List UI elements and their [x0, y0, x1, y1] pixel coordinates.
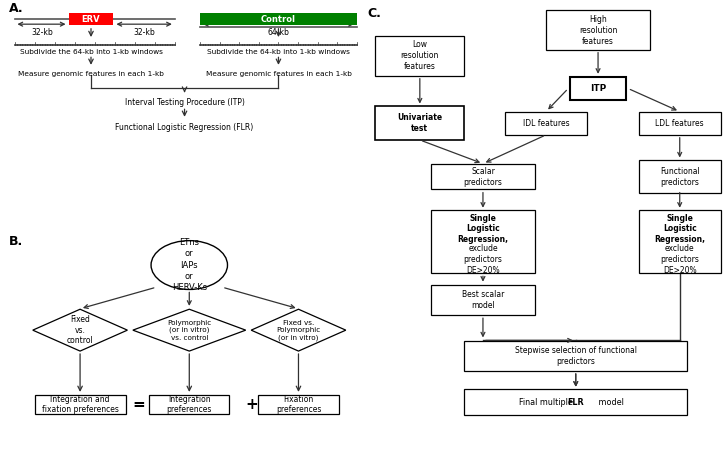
FancyBboxPatch shape	[464, 389, 687, 415]
Text: 64-kb: 64-kb	[267, 28, 290, 37]
Text: ITP: ITP	[590, 84, 606, 93]
FancyBboxPatch shape	[69, 13, 113, 26]
FancyBboxPatch shape	[376, 106, 464, 140]
Text: Subdivide the 64-kb into 1-kb windows: Subdivide the 64-kb into 1-kb windows	[20, 49, 162, 55]
FancyBboxPatch shape	[505, 112, 587, 135]
Text: IDL features: IDL features	[523, 119, 569, 128]
FancyBboxPatch shape	[546, 11, 650, 50]
Text: exclude
predictors
DE>20%: exclude predictors DE>20%	[464, 244, 502, 275]
FancyBboxPatch shape	[200, 13, 357, 26]
Text: Single
Logistic
Regression,: Single Logistic Regression,	[457, 213, 508, 244]
Text: =: =	[132, 397, 146, 412]
FancyBboxPatch shape	[149, 395, 229, 414]
Text: Stepwise selection of functional
predictors: Stepwise selection of functional predict…	[515, 345, 637, 366]
Polygon shape	[33, 309, 127, 351]
Text: Subdivide the 64-kb into 1-kb windows: Subdivide the 64-kb into 1-kb windows	[207, 49, 350, 55]
Text: Fixed vs.
Polymorphic
(or in vitro): Fixed vs. Polymorphic (or in vitro)	[277, 319, 320, 341]
Text: exclude
predictors
DE>20%: exclude predictors DE>20%	[660, 244, 699, 275]
Text: 32-kb: 32-kb	[31, 28, 52, 37]
Text: Interval Testing Procedure (ITP): Interval Testing Procedure (ITP)	[124, 99, 245, 107]
Text: Final multiple: Final multiple	[519, 398, 576, 407]
FancyBboxPatch shape	[35, 395, 126, 414]
Polygon shape	[251, 309, 346, 351]
Text: Control: Control	[261, 15, 296, 24]
Text: FLR: FLR	[567, 398, 584, 407]
FancyBboxPatch shape	[431, 210, 535, 273]
Circle shape	[151, 241, 228, 289]
Polygon shape	[133, 309, 246, 351]
Text: Low
resolution
features: Low resolution features	[400, 40, 439, 72]
Text: Polymorphic
(or in vitro)
vs. control: Polymorphic (or in vitro) vs. control	[167, 319, 211, 341]
FancyBboxPatch shape	[639, 112, 721, 135]
Text: Scalar
predictors: Scalar predictors	[464, 166, 502, 187]
Text: Measure genomic features in each 1-kb: Measure genomic features in each 1-kb	[18, 71, 164, 77]
Text: Univariate
test: Univariate test	[397, 113, 443, 133]
Text: Functional
predictors: Functional predictors	[660, 166, 700, 187]
FancyBboxPatch shape	[258, 395, 339, 414]
FancyBboxPatch shape	[464, 340, 687, 371]
FancyBboxPatch shape	[376, 36, 464, 76]
Text: Fixation
preferences: Fixation preferences	[276, 395, 321, 414]
Text: Best scalar
model: Best scalar model	[462, 290, 505, 310]
Text: High
resolution
features: High resolution features	[579, 14, 617, 46]
Text: Single
Logistic
Regression,: Single Logistic Regression,	[654, 213, 705, 244]
Text: ETns
or
IAPs
or
HERV-Ks: ETns or IAPs or HERV-Ks	[172, 239, 207, 292]
FancyBboxPatch shape	[639, 160, 721, 193]
Text: 32-kb: 32-kb	[133, 28, 155, 37]
Text: ERV: ERV	[82, 15, 100, 24]
FancyBboxPatch shape	[431, 164, 535, 190]
FancyBboxPatch shape	[639, 210, 721, 273]
Text: Integration and
fixation preferences: Integration and fixation preferences	[41, 395, 119, 414]
FancyBboxPatch shape	[570, 77, 626, 100]
Text: LDL features: LDL features	[655, 119, 704, 128]
Text: model: model	[596, 398, 624, 407]
Text: B.: B.	[9, 235, 23, 248]
Text: Fixed
vs.
control: Fixed vs. control	[67, 315, 93, 345]
Text: +: +	[245, 397, 258, 412]
Text: Integration
preferences: Integration preferences	[167, 395, 212, 414]
Text: A.: A.	[9, 2, 24, 15]
Text: Functional Logistic Regression (FLR): Functional Logistic Regression (FLR)	[116, 123, 253, 132]
Text: Measure genomic features in each 1-kb: Measure genomic features in each 1-kb	[205, 71, 352, 77]
FancyBboxPatch shape	[431, 285, 535, 315]
Text: C.: C.	[368, 7, 381, 20]
